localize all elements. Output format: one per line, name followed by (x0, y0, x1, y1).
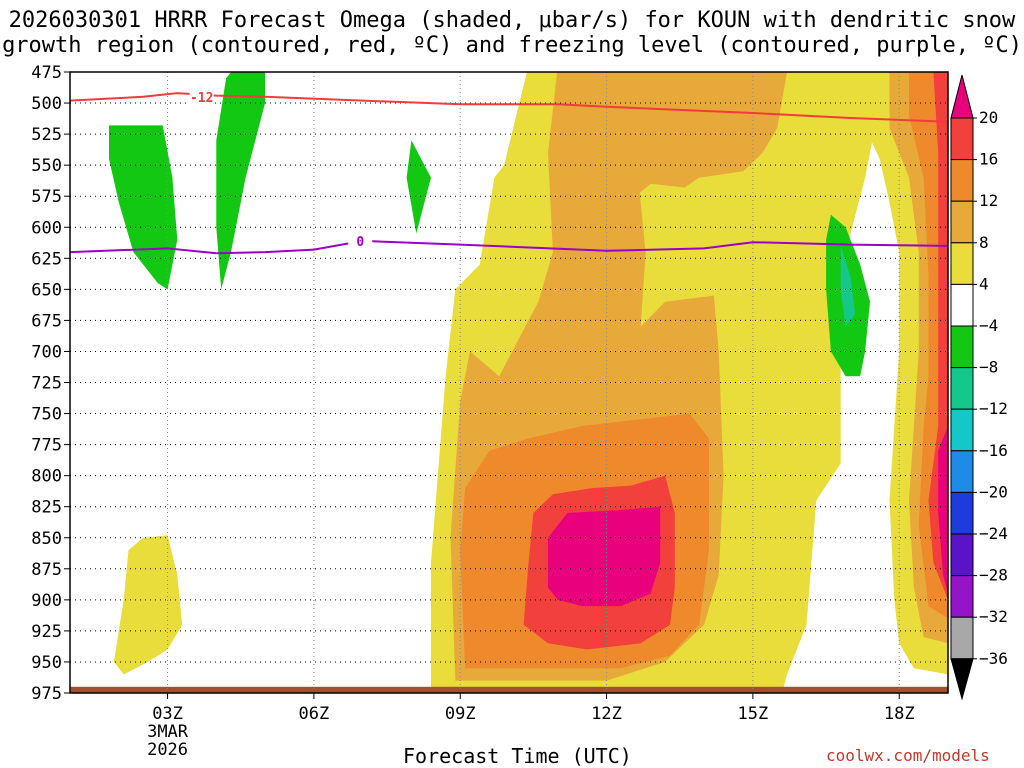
colorbar-label: −28 (979, 566, 1008, 585)
colorbar-label: 12 (979, 191, 998, 210)
y-tick-label: 700 (31, 342, 62, 362)
contour-freezing (69, 239, 949, 255)
y-tick-label: 900 (31, 591, 62, 611)
colorbar: 20 16 12 8 4 −4 −8 −12 −16 −20 −24 −28 −32 −36 (950, 74, 1008, 701)
omega-neg-4-8-mid (216, 72, 266, 290)
colorbar-label: −8 (979, 358, 998, 377)
x-tick-label: 12Z (591, 704, 622, 724)
colorbar-label: 16 (979, 150, 998, 169)
y-tick-label: 525 (31, 125, 62, 145)
colorbar-bin (950, 575, 974, 618)
colorbar-bin (950, 159, 974, 202)
plot-area: -12 0 (69, 71, 949, 694)
chart-title-line-1: 2026030301 HRRR Forecast Omega (shaded, … (8, 8, 1016, 33)
x-axis-title: Forecast Time (UTC) (403, 744, 632, 768)
y-tick-label: 850 (31, 529, 62, 549)
x-year-label: 2026 (147, 740, 188, 760)
omega-4-8-left-blob (113, 535, 183, 675)
colorbar-bin (950, 616, 974, 660)
y-tick-label: 675 (31, 311, 62, 331)
y-tick-label: 950 (31, 653, 62, 673)
x-tick-label: 06Z (299, 704, 330, 724)
colorbar-label: −36 (979, 649, 1008, 668)
colorbar-label: −24 (979, 524, 1008, 543)
colorbar-label: −4 (979, 316, 998, 335)
x-tick-label: 03Z (152, 704, 183, 724)
y-tick-label: 875 (31, 560, 62, 580)
y-tick-label: 650 (31, 280, 62, 300)
y-tick-label: 475 (31, 63, 62, 83)
colorbar-label: 20 (979, 108, 998, 127)
contour-label: -12 (190, 91, 213, 106)
y-tick-label: 500 (31, 94, 62, 114)
omega-field (109, 72, 948, 693)
omega-8-12-upper (616, 72, 787, 197)
colorbar-label: 8 (979, 233, 989, 252)
chart-title-line-2: growth region (contoured, red, ºC) and f… (2, 33, 1022, 58)
credit-link[interactable]: coolwx.com/models (826, 746, 990, 765)
terrain-strip (70, 686, 948, 693)
y-tick-label: 925 (31, 622, 62, 642)
contour-label-bg (189, 89, 214, 104)
colorbar-bin (950, 533, 974, 577)
colorbar-label: −20 (979, 482, 1008, 501)
x-tick-label: 18Z (884, 704, 915, 724)
colorbar-bin (950, 325, 974, 369)
axes: 475 500 525 550 575 600 625 650 675 700 725 750 775 8… (31, 63, 949, 760)
omega-neg-4-8-left (109, 125, 178, 290)
y-tick-label: 575 (31, 187, 62, 207)
y-tick-label: 550 (31, 156, 62, 176)
contour-label: 0 (356, 235, 364, 250)
y-tick-label: 975 (31, 684, 62, 704)
colorbar-label: 4 (979, 274, 989, 293)
contour-label-bg (348, 233, 373, 248)
colorbar-bin (950, 242, 974, 285)
colorbar-bin (950, 491, 974, 535)
colorbar-label: −32 (979, 607, 1008, 626)
y-tick-label: 825 (31, 498, 62, 518)
x-tick-label: 15Z (738, 704, 769, 724)
omega-neg-4-8-small (406, 140, 431, 234)
colorbar-bin (950, 367, 974, 410)
colorbar-bin (950, 200, 974, 244)
contour-dendritic (69, 92, 949, 123)
y-tick-label: 750 (31, 405, 62, 425)
omega-gt20-right (938, 426, 948, 594)
y-tick-label: 725 (31, 374, 62, 394)
x-tick-label: 09Z (445, 704, 476, 724)
omega-gt20-main (548, 506, 661, 607)
colorbar-bin (950, 408, 974, 452)
x-date-label: 3MAR (147, 722, 189, 742)
y-tick-label: 775 (31, 436, 62, 456)
colorbar-bin (950, 283, 974, 327)
colorbar-bin (950, 117, 974, 161)
colorbar-top-arrow (950, 74, 974, 119)
colorbar-bin (950, 450, 974, 493)
y-tick-label: 800 (31, 467, 62, 487)
colorbar-label: −16 (979, 441, 1008, 460)
omega-neg-8-12-right (840, 245, 856, 327)
colorbar-label: −12 (979, 399, 1008, 418)
y-tick-label: 625 (31, 249, 62, 269)
y-tick-label: 600 (31, 218, 62, 238)
colorbar-bottom-arrow (950, 658, 974, 701)
